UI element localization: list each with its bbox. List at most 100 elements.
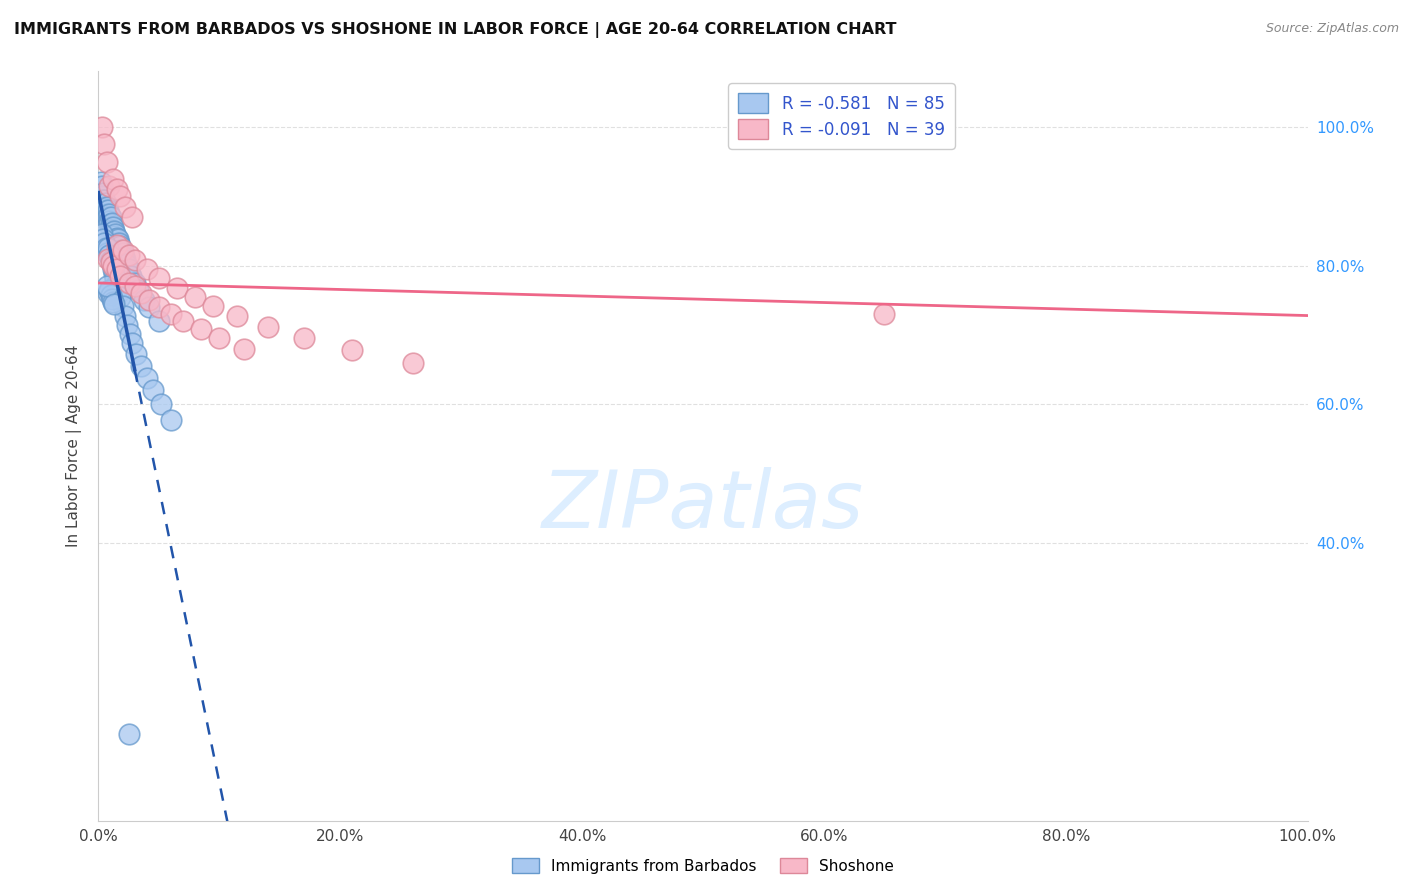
Point [135,371,157,385]
Point [96,246,118,260]
Point [226,309,249,323]
Text: Source: ZipAtlas.com: Source: ZipAtlas.com [1265,22,1399,36]
Point [184,290,207,304]
Point [112,250,135,264]
Point [93,200,115,214]
Point [118,727,141,741]
Point [208,331,231,345]
Point [105,262,128,277]
Point [115,257,138,271]
Point [96,210,118,224]
Point [142,384,165,398]
Point [93,137,115,152]
Point [91,120,114,134]
Point [342,343,364,358]
Point [873,307,896,321]
Point [105,237,128,252]
Point [105,236,128,251]
Point [108,290,131,304]
Point [107,239,129,253]
Point [101,262,124,277]
Point [98,178,121,193]
Point [108,236,131,251]
Point [111,246,134,260]
Point [91,178,114,193]
Point [100,287,122,301]
Point [100,210,122,224]
Point [292,331,315,345]
Point [96,206,118,220]
Point [111,244,134,258]
Point [90,175,112,189]
Point [100,255,122,269]
Point [98,248,121,262]
Point [93,193,115,207]
Point [402,356,425,370]
Point [101,220,124,235]
Point [94,241,117,255]
Point [118,326,141,341]
Point [93,203,115,218]
Point [148,300,170,314]
Point [134,293,156,308]
Point [93,236,115,251]
Point [97,241,120,255]
Point [256,319,278,334]
Point [96,200,118,214]
Point [129,286,152,301]
Legend: Immigrants from Barbados, Shoshone: Immigrants from Barbados, Shoshone [506,852,900,880]
Point [127,283,149,297]
Point [100,220,122,235]
Point [101,294,124,309]
Point [105,231,128,245]
Point [100,257,122,271]
Point [148,314,170,328]
Point [97,252,120,266]
Point [105,276,128,290]
Point [100,292,122,306]
Point [100,216,122,230]
Point [138,293,160,308]
Point [121,210,143,224]
Point [232,342,254,356]
Point [103,297,125,311]
Point [98,283,121,297]
Point [117,318,139,332]
Point [172,314,194,328]
Point [94,203,117,218]
Text: IMMIGRANTS FROM BARBADOS VS SHOSHONE IN LABOR FORCE | AGE 20-64 CORRELATION CHAR: IMMIGRANTS FROM BARBADOS VS SHOSHONE IN … [14,22,897,38]
Point [91,193,114,207]
Point [160,412,183,426]
Point [107,281,129,295]
Point [114,253,136,268]
Point [104,227,127,242]
Point [96,154,118,169]
Point [129,359,152,374]
Point [100,217,122,231]
Point [100,253,122,268]
Point [190,322,212,336]
Point [166,281,188,295]
Point [202,299,225,313]
Legend: R = -0.581   N = 85, R = -0.091   N = 39: R = -0.581 N = 85, R = -0.091 N = 39 [728,84,955,149]
Point [94,196,117,211]
Point [97,203,120,218]
Point [100,224,122,238]
Point [98,206,121,220]
Point [103,267,125,281]
Point [124,276,146,290]
Text: ZIPatlas: ZIPatlas [541,467,865,545]
Point [97,210,120,224]
Point [124,253,146,268]
Point [124,279,146,293]
Point [121,336,143,351]
Point [108,239,131,253]
Point [91,196,114,211]
Point [110,244,132,258]
Point [101,172,124,186]
Point [108,268,131,283]
Point [114,200,136,214]
Point [148,271,170,285]
Point [104,271,127,285]
Point [97,286,120,301]
